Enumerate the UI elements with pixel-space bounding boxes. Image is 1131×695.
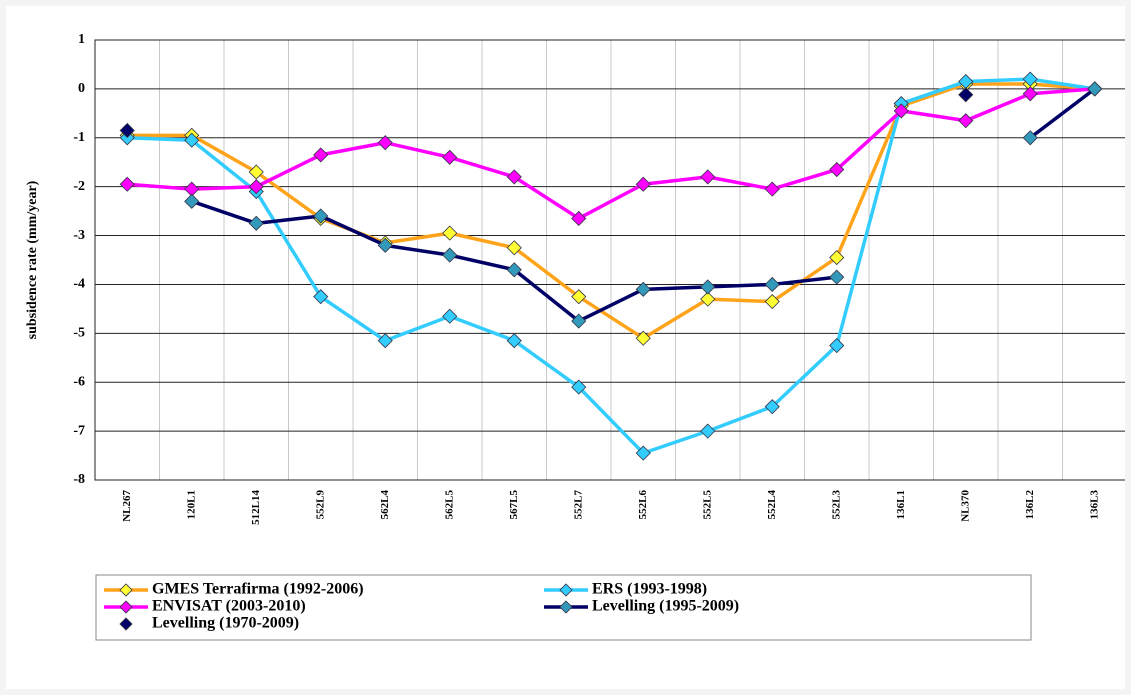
marker xyxy=(506,333,522,349)
marker xyxy=(119,176,135,192)
marker xyxy=(1022,71,1038,87)
marker xyxy=(700,423,716,439)
marker xyxy=(313,147,329,163)
legend-label: Levelling (1970-2009) xyxy=(152,615,299,632)
x-tick-label: 552L9 xyxy=(314,490,326,520)
marker xyxy=(184,193,200,209)
marker xyxy=(442,225,458,241)
legend-label: Levelling (1995-2009) xyxy=(592,598,739,615)
marker xyxy=(1022,86,1038,102)
marker xyxy=(764,293,780,310)
legend-marker xyxy=(119,617,133,631)
chart: subsidence rate (mm/year) -8 -7 -6 -5 -4 -3 -2… xyxy=(25,32,1128,641)
x-tick-label: 552L6 xyxy=(637,490,649,520)
x-tick-label: 120L1 xyxy=(185,490,197,519)
marker xyxy=(700,279,716,295)
marker xyxy=(764,181,780,197)
legend-marker xyxy=(559,583,573,597)
y-tick-label: -2 xyxy=(73,179,85,194)
marker xyxy=(377,237,393,253)
y-tick-label: -7 xyxy=(73,423,85,438)
marker xyxy=(377,135,393,151)
marker xyxy=(1087,81,1103,97)
y-tick-label: 0 xyxy=(78,81,85,96)
plot-area xyxy=(95,40,1127,480)
y-tick-label: -5 xyxy=(73,326,85,341)
legend-label: ENVISAT (2003-2010) xyxy=(152,598,306,615)
x-tick-label: 136L1 xyxy=(895,490,907,519)
legend-label: ERS (1993-1998) xyxy=(592,581,707,598)
marker xyxy=(635,281,651,297)
y-axis-label: subsidence rate (mm/year) xyxy=(25,180,40,339)
y-tick-label: -4 xyxy=(73,277,85,292)
marker xyxy=(764,399,780,415)
marker xyxy=(829,249,845,266)
series-line xyxy=(127,87,1095,221)
marker xyxy=(313,289,329,305)
marker xyxy=(571,313,587,329)
marker xyxy=(248,215,264,231)
series-line xyxy=(127,82,1095,340)
marker xyxy=(958,113,974,129)
x-tick-label: 512L14 xyxy=(250,490,262,525)
marker xyxy=(248,179,264,195)
marker xyxy=(635,176,651,192)
legend-marker xyxy=(119,600,133,614)
marker xyxy=(313,208,329,224)
x-tick-label: 136L3 xyxy=(1088,490,1100,520)
x-tick-label: 552L7 xyxy=(572,490,584,520)
y-tick-label: 1 xyxy=(78,32,85,47)
marker xyxy=(764,276,780,293)
marker xyxy=(893,103,909,119)
y-tick-label: -1 xyxy=(73,130,85,145)
marker xyxy=(571,289,587,305)
x-tick-label: 552L3 xyxy=(830,490,842,520)
x-tick-label: 552L5 xyxy=(701,490,713,520)
x-tick-label: NL267 xyxy=(121,490,133,522)
series-line xyxy=(127,77,1096,455)
x-tick-label: 562L5 xyxy=(443,490,455,520)
marker xyxy=(506,240,522,256)
marker xyxy=(184,132,200,148)
marker xyxy=(1022,130,1038,146)
marker xyxy=(635,330,651,346)
marker xyxy=(829,161,845,178)
x-tick-label: NL370 xyxy=(959,490,971,522)
x-tick-label: 552L4 xyxy=(766,490,778,520)
x-tick-label: 136L2 xyxy=(1024,490,1036,520)
y-tick-label: -8 xyxy=(73,472,85,487)
marker xyxy=(700,291,716,307)
marker xyxy=(506,262,522,278)
marker xyxy=(958,87,974,103)
marker xyxy=(635,445,651,461)
marker xyxy=(442,149,458,165)
marker xyxy=(442,308,458,324)
marker xyxy=(829,269,845,285)
x-tick-label: 562L4 xyxy=(379,490,391,520)
marker xyxy=(571,210,587,227)
marker xyxy=(442,247,458,263)
page: subsidence rate (mm/year) -8 -7 -6 -5 -4 -3 -2… xyxy=(6,6,1128,689)
legend-label: GMES Terrafirma (1992-2006) xyxy=(152,581,364,598)
marker xyxy=(119,122,135,139)
legend-marker xyxy=(119,583,133,597)
marker xyxy=(248,164,264,180)
marker xyxy=(377,333,393,349)
x-tick-label: 567L5 xyxy=(508,490,520,520)
marker xyxy=(506,169,522,185)
marker xyxy=(829,337,845,354)
marker xyxy=(571,379,587,395)
y-tick-label: -3 xyxy=(73,228,85,243)
legend-marker xyxy=(559,600,573,614)
marker xyxy=(700,169,716,185)
y-tick-label: -6 xyxy=(73,374,85,389)
